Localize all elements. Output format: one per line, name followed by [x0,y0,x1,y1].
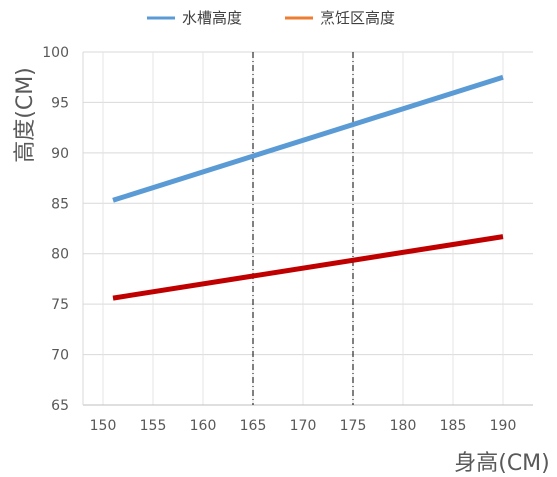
gridlines [83,51,533,405]
legend-item: 烹饪区高度 [285,9,395,27]
legend-label-sink-height: 水槽高度 [182,9,242,27]
x-tick-label: 190 [490,418,517,434]
x-tick-label: 175 [340,418,367,434]
series-line-0 [112,74,504,203]
y-axis-title: 高度(CM) [13,67,38,163]
legend: 水槽高度 烹饪区高度 [147,9,395,27]
x-axis-title: 身高(CM) [454,451,550,476]
x-tick-label: 180 [390,418,417,434]
x-tick-label: 170 [290,418,317,434]
legend-item: 水槽高度 [147,9,242,27]
x-tick-label: 165 [240,418,267,434]
y-tick-label: 85 [51,196,69,212]
x-tick-label: 185 [440,418,467,434]
y-tick-label: 80 [51,247,69,263]
series-layer [112,74,504,301]
series-line-1 [112,234,504,301]
legend-label-cooking-height: 烹饪区高度 [320,9,395,27]
y-tick-label: 90 [51,146,69,162]
x-tick-labels: 150 155 160 165 170 175 180 185 190 [90,418,517,434]
x-tick-label: 150 [90,418,117,434]
axes [82,52,533,406]
y-tick-label: 95 [51,95,69,111]
y-tick-labels: 65 70 75 80 85 90 95 100 [42,45,69,414]
y-tick-label: 75 [51,297,69,313]
y-tick-label: 100 [42,45,69,61]
y-tick-label: 70 [51,348,69,364]
x-tick-label: 155 [140,418,167,434]
y-tick-label: 65 [51,398,69,414]
x-tick-label: 160 [190,418,217,434]
